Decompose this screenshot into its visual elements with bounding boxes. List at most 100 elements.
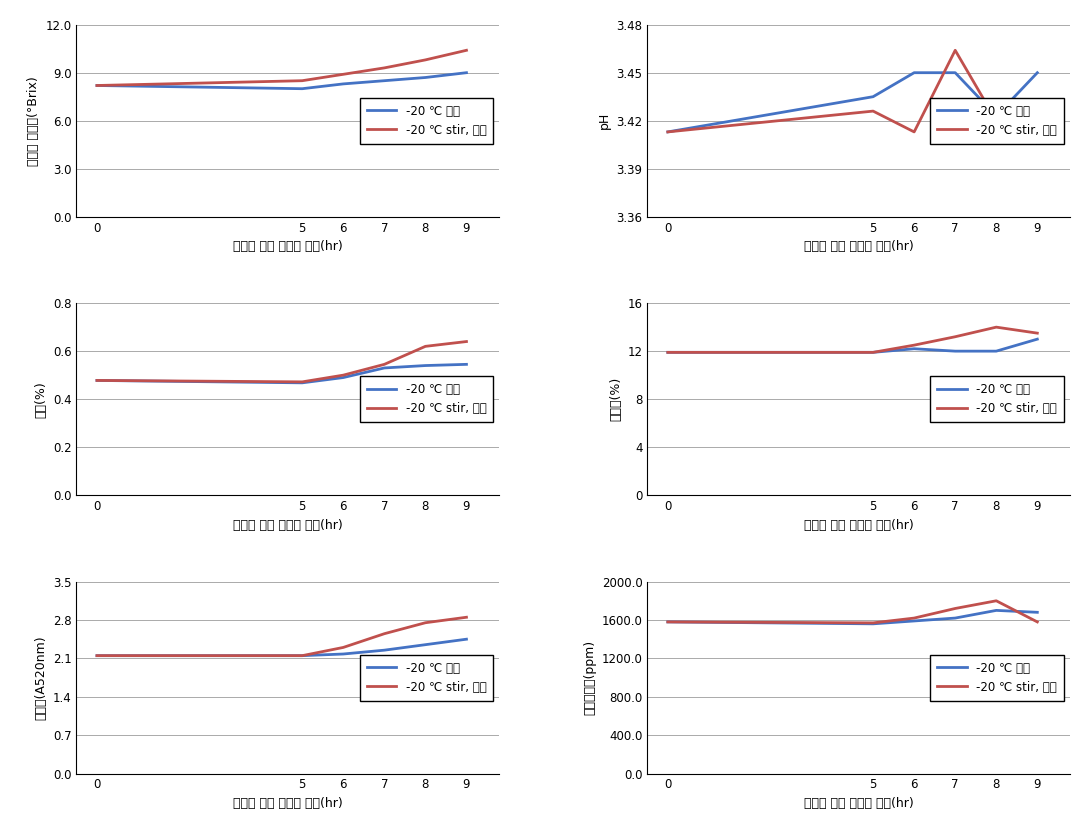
-20 ℃ stir, 와인 [949, 603, 962, 613]
Y-axis label: 알코올(%): 알코올(%) [609, 377, 621, 421]
-20 ℃ stir, 와인 [867, 347, 880, 357]
-20 ℃ stir, 와인 [296, 651, 309, 661]
Line: -20 ℃ 와인: -20 ℃ 와인 [97, 72, 466, 89]
-20 ℃ 와인 [989, 111, 1002, 121]
-20 ℃ 와인 [460, 635, 473, 644]
-20 ℃ stir, 와인 [378, 360, 391, 370]
Legend: -20 ℃ 와인, -20 ℃ stir, 와인: -20 ℃ 와인, -20 ℃ stir, 와인 [930, 654, 1065, 700]
Line: -20 ℃ 와인: -20 ℃ 와인 [97, 365, 466, 383]
-20 ℃ stir, 와인 [378, 629, 391, 639]
-20 ℃ stir, 와인 [378, 63, 391, 73]
Line: -20 ℃ stir, 와인: -20 ℃ stir, 와인 [97, 50, 466, 86]
Line: -20 ℃ stir, 와인: -20 ℃ stir, 와인 [668, 50, 1037, 132]
-20 ℃ stir, 와인 [989, 323, 1002, 332]
Line: -20 ℃ stir, 와인: -20 ℃ stir, 와인 [668, 328, 1037, 352]
X-axis label: 시간에 따른 와인의 변화(hr): 시간에 따른 와인의 변화(hr) [233, 797, 343, 810]
-20 ℃ stir, 와인 [1031, 617, 1044, 627]
-20 ℃ 와인 [296, 651, 309, 661]
-20 ℃ 와인 [419, 639, 432, 649]
X-axis label: 시간에 따른 와인의 변화(hr): 시간에 따른 와인의 변화(hr) [804, 797, 914, 810]
-20 ℃ 와인 [662, 347, 675, 357]
Y-axis label: 안토시아닌(ppm): 안토시아닌(ppm) [583, 640, 596, 715]
-20 ℃ 와인 [460, 67, 473, 77]
-20 ℃ stir, 와인 [460, 612, 473, 622]
-20 ℃ 와인 [91, 81, 104, 91]
-20 ℃ stir, 와인 [336, 69, 349, 79]
Y-axis label: 가용성 고형물(°Brix): 가용성 고형물(°Brix) [27, 76, 40, 165]
X-axis label: 시간에 따른 와인의 변화(hr): 시간에 따른 와인의 변화(hr) [233, 518, 343, 532]
-20 ℃ stir, 와인 [419, 342, 432, 351]
-20 ℃ stir, 와인 [336, 370, 349, 380]
-20 ℃ 와인 [296, 378, 309, 388]
-20 ℃ 와인 [949, 613, 962, 623]
-20 ℃ stir, 와인 [336, 643, 349, 653]
Line: -20 ℃ 와인: -20 ℃ 와인 [668, 72, 1037, 132]
-20 ℃ stir, 와인 [460, 337, 473, 346]
-20 ℃ 와인 [1031, 607, 1044, 617]
-20 ℃ stir, 와인 [1031, 328, 1044, 338]
Legend: -20 ℃ 와인, -20 ℃ stir, 와인: -20 ℃ 와인, -20 ℃ stir, 와인 [359, 654, 494, 700]
Legend: -20 ℃ 와인, -20 ℃ stir, 와인: -20 ℃ 와인, -20 ℃ stir, 와인 [930, 376, 1065, 422]
-20 ℃ 와인 [662, 617, 675, 627]
-20 ℃ 와인 [336, 649, 349, 659]
-20 ℃ stir, 와인 [419, 618, 432, 628]
X-axis label: 시간에 따른 와인의 변화(hr): 시간에 따른 와인의 변화(hr) [804, 240, 914, 253]
Legend: -20 ℃ 와인, -20 ℃ stir, 와인: -20 ℃ 와인, -20 ℃ stir, 와인 [359, 98, 494, 144]
-20 ℃ stir, 와인 [989, 596, 1002, 606]
-20 ℃ stir, 와인 [460, 45, 473, 55]
-20 ℃ 와인 [867, 619, 880, 629]
-20 ℃ 와인 [949, 346, 962, 356]
-20 ℃ stir, 와인 [662, 347, 675, 357]
-20 ℃ 와인 [949, 67, 962, 77]
-20 ℃ 와인 [867, 91, 880, 101]
Line: -20 ℃ 와인: -20 ℃ 와인 [97, 639, 466, 656]
-20 ℃ 와인 [378, 76, 391, 86]
-20 ℃ 와인 [662, 127, 675, 137]
-20 ℃ stir, 와인 [419, 55, 432, 65]
Legend: -20 ℃ 와인, -20 ℃ stir, 와인: -20 ℃ 와인, -20 ℃ stir, 와인 [930, 98, 1065, 144]
-20 ℃ 와인 [907, 67, 921, 77]
-20 ℃ 와인 [907, 344, 921, 354]
-20 ℃ stir, 와인 [949, 332, 962, 342]
-20 ℃ 와인 [91, 651, 104, 661]
Y-axis label: 적색도(A520nm): 적색도(A520nm) [34, 635, 47, 720]
-20 ℃ 와인 [989, 346, 1002, 356]
-20 ℃ 와인 [419, 360, 432, 370]
Line: -20 ℃ 와인: -20 ℃ 와인 [668, 339, 1037, 352]
-20 ℃ stir, 와인 [296, 377, 309, 387]
-20 ℃ stir, 와인 [662, 127, 675, 137]
-20 ℃ stir, 와인 [91, 375, 104, 385]
-20 ℃ stir, 와인 [867, 618, 880, 628]
-20 ℃ 와인 [460, 360, 473, 370]
-20 ℃ stir, 와인 [907, 127, 921, 137]
-20 ℃ 와인 [907, 616, 921, 625]
-20 ℃ stir, 와인 [907, 613, 921, 623]
-20 ℃ 와인 [336, 79, 349, 89]
Line: -20 ℃ stir, 와인: -20 ℃ stir, 와인 [97, 617, 466, 656]
Line: -20 ℃ 와인: -20 ℃ 와인 [668, 611, 1037, 624]
-20 ℃ stir, 와인 [91, 651, 104, 661]
-20 ℃ 와인 [378, 363, 391, 373]
X-axis label: 시간에 따른 와인의 변화(hr): 시간에 따른 와인의 변화(hr) [804, 518, 914, 532]
-20 ℃ stir, 와인 [989, 116, 1002, 126]
-20 ℃ stir, 와인 [867, 106, 880, 116]
-20 ℃ stir, 와인 [662, 617, 675, 627]
-20 ℃ 와인 [419, 72, 432, 82]
-20 ℃ 와인 [336, 373, 349, 383]
-20 ℃ 와인 [1031, 334, 1044, 344]
Legend: -20 ℃ 와인, -20 ℃ stir, 와인: -20 ℃ 와인, -20 ℃ stir, 와인 [359, 376, 494, 422]
-20 ℃ 와인 [91, 375, 104, 385]
-20 ℃ 와인 [867, 347, 880, 357]
-20 ℃ stir, 와인 [91, 81, 104, 91]
Line: -20 ℃ stir, 와인: -20 ℃ stir, 와인 [97, 342, 466, 382]
Y-axis label: pH: pH [597, 112, 610, 129]
-20 ℃ 와인 [989, 606, 1002, 616]
-20 ℃ 와인 [296, 84, 309, 94]
-20 ℃ 와인 [378, 645, 391, 655]
-20 ℃ 와인 [1031, 67, 1044, 77]
-20 ℃ stir, 와인 [907, 340, 921, 350]
Y-axis label: 총산(%): 총산(%) [35, 381, 47, 417]
-20 ℃ stir, 와인 [1031, 105, 1044, 114]
-20 ℃ stir, 와인 [296, 76, 309, 86]
-20 ℃ stir, 와인 [949, 45, 962, 55]
